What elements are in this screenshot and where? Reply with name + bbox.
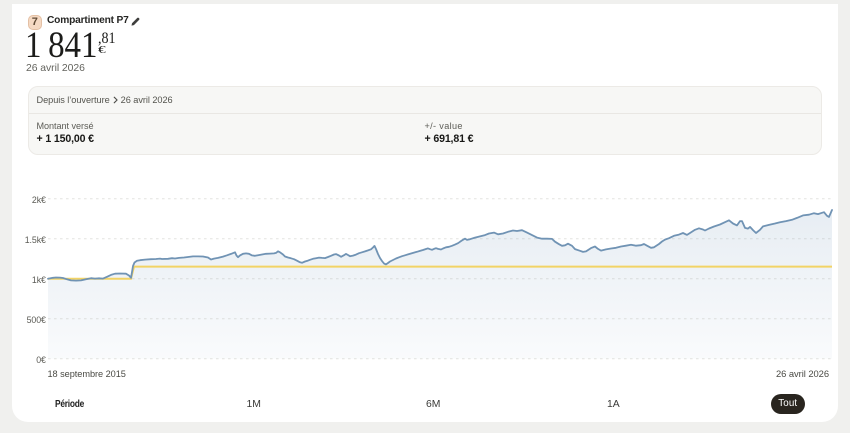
svg-text:2k€: 2k€ [32,195,46,205]
svg-text:18 septembre 2015: 18 septembre 2015 [48,369,126,379]
svg-text:1k€: 1k€ [32,275,46,285]
svg-text:0€: 0€ [36,355,46,365]
svg-text:26 avril 2026: 26 avril 2026 [776,368,829,379]
svg-text:500€: 500€ [27,315,46,325]
svg-text:1.5k€: 1.5k€ [25,235,46,245]
